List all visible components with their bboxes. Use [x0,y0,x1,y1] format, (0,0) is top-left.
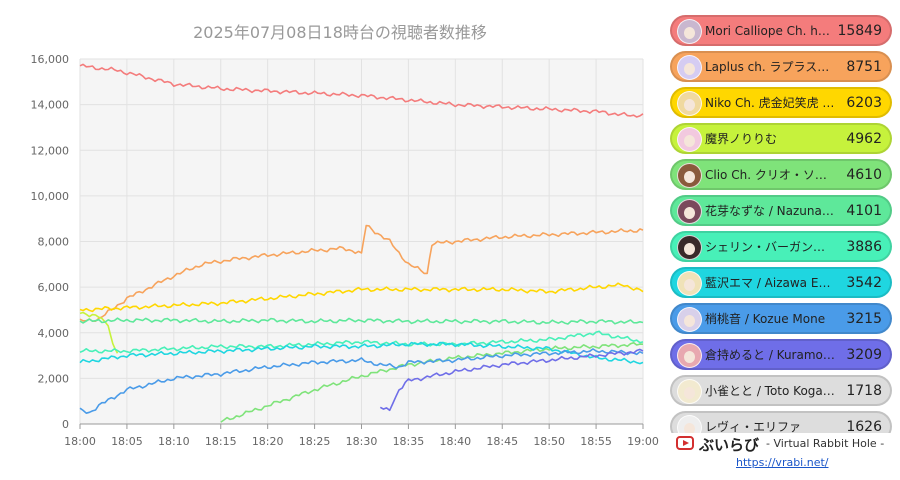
viewer-count: 8751 [846,59,882,75]
channel-name: Clio Ch. クリオ・ソーダ [705,168,835,182]
viewer-count: 6203 [846,95,882,111]
avatar-icon [677,379,702,404]
viewer-count-chart: 2025年07月08日18時台の視聴者数推移 0 2,000 4,000 6,000 8… [31,23,659,448]
x-tick-label: 18:25 [299,435,331,448]
avatar-icon [677,127,702,152]
y-tick-label: 6,000 [38,281,70,294]
series-line [79,311,119,354]
viewer-count: 3215 [846,311,882,327]
x-tick-label: 18:10 [158,435,190,448]
x-tick-label: 19:00 [627,435,659,448]
avatar-icon [677,235,702,260]
x-tick-label: 18:00 [64,435,96,448]
viewer-count: 1626 [846,419,882,433]
channel-name: シェリン・バーガンディ [705,240,835,254]
x-tick-label: 18:50 [533,435,565,448]
avatar-icon [677,19,702,44]
brand-name: ぶいらび [699,436,760,454]
channel-name: 花芽なずな / Nazuna Kaga [705,204,835,218]
series-line [220,341,644,423]
channel-name: Laplus ch. ラプラス・ダークネス - holoX - [705,60,835,74]
series-line [79,317,644,325]
chart-axes: 0 2,000 4,000 6,000 8,000 10,000 12,000 14,000 1… [31,53,659,448]
y-tick-label: 2,000 [38,372,70,385]
channel-name: 倉持めると / Kuramochi Meruto [705,348,835,362]
chart-series [79,63,644,423]
ranking-item[interactable]: レヴィ・エリファ 1626 [670,411,892,433]
ranking-item[interactable]: 小雀とと / Toto Kogara 1718 [670,375,892,406]
channel-name: Niko Ch. 虎金妃笑虎 - ReGLOSS - [705,96,835,110]
avatar-icon [677,55,702,80]
ranking-item[interactable]: 倉持めると / Kuramochi Meruto 3209 [670,339,892,370]
series-line [79,330,644,354]
ranking-item[interactable]: Clio Ch. クリオ・ソーダ 4610 [670,159,892,190]
y-tick-label: 4,000 [38,327,70,340]
channel-name: 小雀とと / Toto Kogara [705,384,835,398]
ranking-item[interactable]: シェリン・バーガンディ 3886 [670,231,892,262]
x-tick-label: 18:05 [111,435,143,448]
avatar-icon [677,163,702,188]
x-tick-label: 18:45 [486,435,518,448]
channel-name: Mori Calliope Ch. hololive-EN [705,24,835,38]
channel-name: 魔界ノりりむ [705,132,778,146]
series-line [79,348,644,415]
viewer-count: 4101 [846,203,882,219]
channel-name: 梢桃音 / Kozue Mone [705,312,826,326]
viewer-count: 15849 [837,23,882,39]
x-tick-label: 18:20 [252,435,284,448]
brand-link[interactable]: https://vrabi.net/ [736,456,829,469]
viewer-count: 3886 [846,239,882,255]
ranking-item[interactable]: 梢桃音 / Kozue Mone 3215 [670,303,892,334]
viewer-count: 4610 [846,167,882,183]
ranking-item[interactable]: Niko Ch. 虎金妃笑虎 - ReGLOSS - 6203 [670,87,892,118]
y-tick-label: 16,000 [31,53,70,66]
ranking-item[interactable]: 藍沢エマ / Aizawa Ema 3542 [670,267,892,298]
ranking-item[interactable]: 魔界ノりりむ 4962 [670,123,892,154]
brand-footer: ぶいらび - Virtual Rabbit Hole - https://vra… [674,434,896,476]
ranking-item[interactable]: Mori Calliope Ch. hololive-EN15849 [670,15,892,46]
avatar-icon [677,307,702,332]
channel-name: 藍沢エマ / Aizawa Ema [705,276,835,290]
series-line [79,282,644,313]
brand-subtitle: - Virtual Rabbit Hole - [766,437,885,450]
chart-title: 2025年07月08日18時台の視聴者数推移 [193,23,487,42]
avatar-icon [677,91,702,116]
y-tick-label: 14,000 [31,99,70,112]
channel-name: レヴィ・エリファ [705,420,802,433]
chart-grid [79,58,644,425]
y-tick-label: 0 [62,418,69,431]
x-tick-label: 18:40 [439,435,471,448]
viewer-count: 3542 [846,275,882,291]
avatar-icon [677,343,702,368]
youtube-play-icon [676,436,694,450]
avatar-icon [677,271,702,296]
viewer-count: 1718 [846,383,882,399]
x-tick-label: 18:55 [580,435,612,448]
ranking-panel: Mori Calliope Ch. hololive-EN15849 Laplus… [670,15,892,433]
x-tick-label: 18:30 [346,435,378,448]
y-tick-label: 12,000 [31,144,70,157]
series-line [79,224,644,323]
series-line [79,341,644,365]
y-tick-label: 10,000 [31,190,70,203]
x-tick-label: 18:35 [393,435,425,448]
series-line [79,63,644,118]
ranking-item[interactable]: Laplus ch. ラプラス・ダークネス - holoX - 8751 [670,51,892,82]
viewer-count: 4962 [846,131,882,147]
x-tick-label: 18:15 [205,435,237,448]
y-tick-label: 8,000 [38,236,70,249]
avatar-icon [677,199,702,224]
avatar-icon [677,415,702,433]
series-line [379,348,644,412]
viewer-count: 3209 [846,347,882,363]
ranking-item[interactable]: 花芽なずな / Nazuna Kaga 4101 [670,195,892,226]
